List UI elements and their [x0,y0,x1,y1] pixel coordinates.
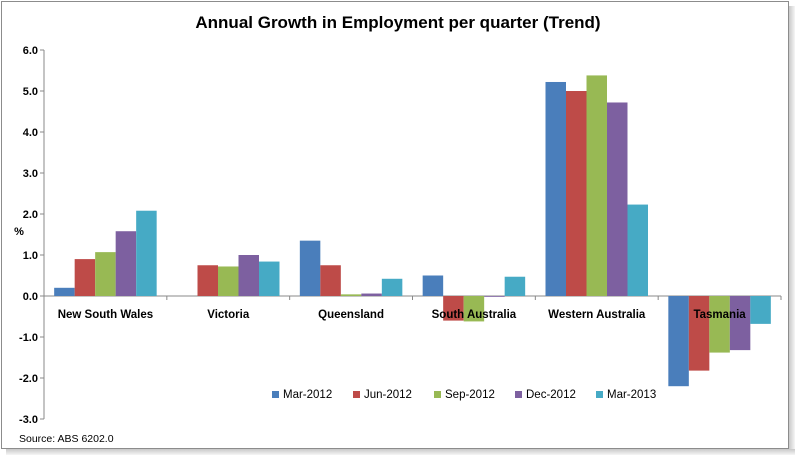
bar [218,266,239,296]
bar [607,102,628,296]
bar [340,294,362,296]
legend-swatch [353,391,360,398]
bar [136,210,157,296]
bar [381,278,403,296]
bar [238,255,259,296]
bar [586,75,607,296]
bar [709,296,730,353]
legend-swatch [434,391,441,398]
bar [750,296,771,324]
bar [443,296,464,321]
y-tick-label: 0.0 [23,291,38,303]
legend-label: Mar-2013 [607,389,656,401]
category-label: Tasmania [693,309,746,321]
bar [729,296,751,351]
y-tick-label: 2.0 [23,209,38,221]
bar [197,265,218,296]
y-tick-label: -2.0 [19,373,38,385]
y-tick-label: -1.0 [19,332,38,344]
bar [320,265,341,296]
bar [54,287,75,296]
bar-series [54,75,771,387]
category-label: New South Wales [58,309,153,321]
chart-frame [1,1,789,449]
frame-shadow-bottom [6,449,795,455]
y-axis-ticks: 6.0 5.0 4.0 3.0 2.0 1.0 0.0 -1.0 -2.0 -3.0 [19,45,44,426]
legend-swatch [272,391,279,398]
bar [115,231,137,296]
bar [299,240,321,296]
bar [463,296,485,322]
bar [422,275,444,296]
bar [361,293,382,296]
legend-label: Sep-2012 [445,389,495,401]
bar [545,81,566,296]
bar [566,91,587,296]
chart-title: Annual Growth in Employment per quarter … [195,13,600,32]
y-axis-label: % [14,226,24,238]
legend-label: Mar-2012 [283,389,332,401]
category-labels: New South Wales Victoria Queensland South A… [43,296,782,321]
bar [688,296,710,371]
category-label: Victoria [207,309,250,321]
y-tick-label: 1.0 [23,250,38,262]
y-tick-label: 4.0 [23,127,38,139]
bar [627,204,648,296]
bar [668,296,689,387]
category-label: South Australia [432,309,517,321]
y-tick-label: -3.0 [19,414,38,426]
source-note: Source: ABS 6202.0 [19,433,114,445]
bar [504,276,526,296]
legend: Mar-2012 Jun-2012 Sep-2012 Dec-2012 Mar-2013 [272,389,656,401]
category-label: Western Australia [548,309,646,321]
category-label: Queensland [318,309,384,321]
y-tick-label: 6.0 [23,45,38,57]
bar [259,261,280,296]
legend-swatch [515,391,522,398]
frame-shadow-right [789,6,795,450]
legend-swatch [596,391,603,398]
legend-label: Jun-2012 [364,389,412,401]
y-tick-label: 5.0 [23,86,38,98]
y-tick-label: 3.0 [23,168,38,180]
bar [95,252,116,296]
legend-label: Dec-2012 [526,389,576,401]
bar [484,296,505,297]
bar [74,259,96,296]
